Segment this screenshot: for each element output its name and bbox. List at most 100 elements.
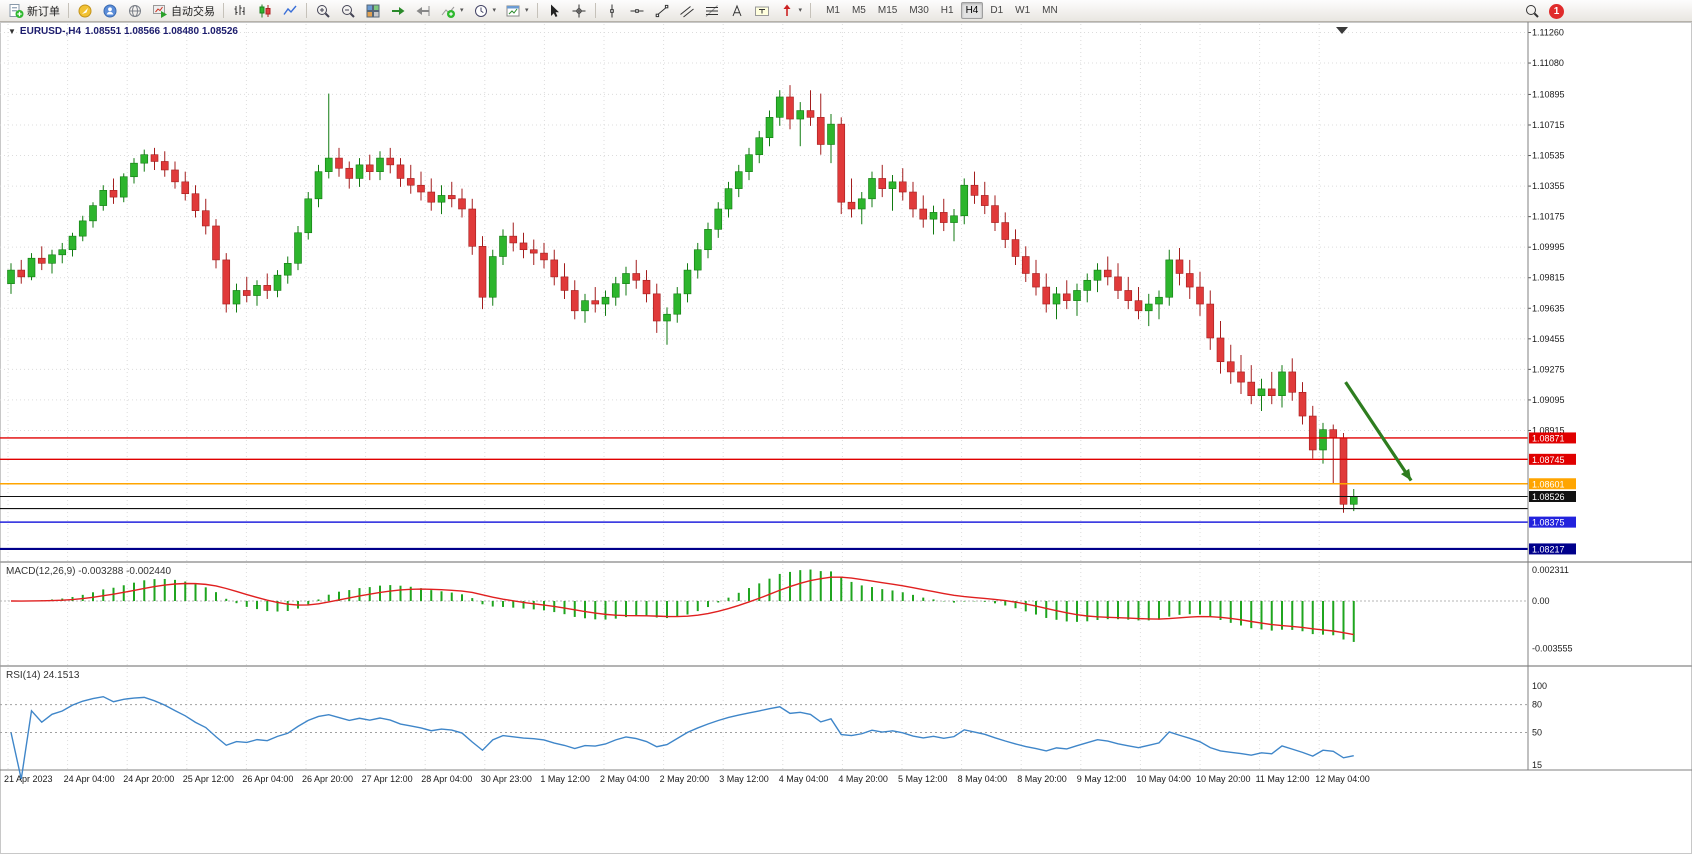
chart-shift-marker[interactable] bbox=[1336, 27, 1348, 34]
price-tag-label: 1.08217 bbox=[1532, 544, 1565, 554]
candle-body bbox=[960, 184, 969, 217]
templates-button[interactable]: ▾ bbox=[501, 1, 533, 21]
candle-body bbox=[181, 181, 190, 195]
timeframe-button-m5[interactable]: M5 bbox=[851, 5, 866, 16]
auto-scroll-icon bbox=[392, 6, 405, 15]
candle-body bbox=[1165, 259, 1174, 298]
indicators-button[interactable]: ▾ bbox=[436, 1, 468, 21]
price-axis-label: 1.09455 bbox=[1532, 334, 1565, 344]
chart-ohlc-values: 1.08551 1.08566 1.08480 1.08526 bbox=[85, 26, 238, 37]
auto-scroll-button[interactable] bbox=[386, 1, 410, 21]
candle-body bbox=[816, 117, 825, 145]
price-axis-label: 1.10175 bbox=[1532, 212, 1565, 222]
timeframe-button-m15[interactable]: M15 bbox=[877, 5, 898, 16]
candle-body bbox=[540, 252, 548, 261]
price-axis-label: 1.09815 bbox=[1532, 273, 1565, 283]
candle-body bbox=[1134, 300, 1143, 312]
search-icon[interactable] bbox=[1524, 3, 1540, 19]
candle-body bbox=[1073, 290, 1081, 301]
timeframe-button-mn[interactable]: MN bbox=[1042, 5, 1058, 16]
text-label-icon bbox=[754, 6, 769, 16]
candle-body bbox=[939, 212, 948, 223]
zoom-in-icon bbox=[317, 4, 330, 18]
candle-body bbox=[796, 110, 805, 120]
market-button[interactable] bbox=[98, 1, 122, 21]
time-axis-label: 25 Apr 12:00 bbox=[183, 774, 234, 784]
time-axis-label: 2 May 20:00 bbox=[660, 774, 710, 784]
one-click-trading-toggle[interactable]: ▼ bbox=[8, 27, 16, 36]
timeframe-button-d1[interactable]: D1 bbox=[990, 5, 1004, 16]
trend-arrow-line[interactable] bbox=[1344, 381, 1413, 482]
rsi-axis-label: 50 bbox=[1532, 728, 1542, 738]
metaeditor-button[interactable] bbox=[73, 1, 97, 21]
price-axis-label: 1.08915 bbox=[1532, 425, 1565, 435]
candle-body bbox=[652, 293, 661, 322]
timeframe-button-h4[interactable]: H4 bbox=[960, 2, 984, 19]
timeframe-button-w1[interactable]: W1 bbox=[1015, 5, 1031, 16]
candle-body bbox=[1319, 429, 1327, 451]
periods-button[interactable]: ▾ bbox=[469, 1, 501, 21]
zoom-in-button[interactable] bbox=[311, 1, 335, 21]
chart-canvas[interactable]: 21 Apr 2023 24 Apr 04:00 24 Apr 20:00 25 Ap… bbox=[0, 22, 1692, 854]
new-order-button[interactable]: 新订单 bbox=[4, 1, 64, 21]
candle-body bbox=[478, 246, 487, 298]
crosshair-button[interactable] bbox=[567, 1, 591, 21]
candle-body bbox=[1021, 256, 1030, 274]
text-label-tool-button[interactable] bbox=[750, 1, 774, 21]
candle-body bbox=[1267, 388, 1276, 396]
cursor-button[interactable] bbox=[542, 1, 566, 21]
timeframe-button-m1[interactable]: M1 bbox=[826, 5, 840, 16]
globe-icon bbox=[129, 4, 141, 17]
zoom-out-button[interactable] bbox=[336, 1, 360, 21]
tile-windows-button[interactable] bbox=[361, 1, 385, 21]
history-center-button[interactable] bbox=[123, 1, 147, 21]
candlestick-chart-button[interactable] bbox=[253, 1, 277, 21]
arrows-tool-button[interactable]: ▾ bbox=[775, 1, 807, 21]
candle-body bbox=[499, 235, 507, 257]
candle-body bbox=[447, 195, 456, 200]
candle-body bbox=[1339, 437, 1348, 505]
text-tool-button[interactable] bbox=[725, 1, 749, 21]
line-chart-button[interactable] bbox=[278, 1, 302, 21]
vertical-line-tool-button[interactable] bbox=[600, 1, 624, 21]
equidistant-channel-tool-button[interactable] bbox=[675, 1, 699, 21]
candle-body bbox=[1196, 286, 1204, 305]
time-axis-label: 21 Apr 2023 bbox=[4, 774, 53, 784]
dropdown-caret-icon: ▾ bbox=[525, 7, 529, 14]
candle-body bbox=[160, 161, 169, 171]
candle-body bbox=[355, 164, 364, 179]
time-axis-label: 28 Apr 04:00 bbox=[421, 774, 472, 784]
candlestick-icon bbox=[259, 4, 271, 17]
price-axis-label: 1.10535 bbox=[1532, 151, 1565, 161]
auto-trading-button[interactable]: 自动交易 bbox=[148, 1, 219, 21]
candle-body bbox=[304, 198, 313, 234]
time-axis-label: 26 Apr 20:00 bbox=[302, 774, 353, 784]
toolbar-separator bbox=[223, 3, 224, 18]
candle-body bbox=[837, 123, 846, 203]
candle-body bbox=[1175, 259, 1184, 274]
fibonacci-tool-button[interactable] bbox=[700, 1, 724, 21]
chart-symbol-period: EURUSD-,H4 bbox=[19, 26, 82, 37]
candle-body bbox=[509, 235, 518, 244]
notification-badge[interactable]: 1 bbox=[1549, 3, 1564, 19]
candle-body bbox=[468, 208, 477, 247]
price-tag-label: 1.08526 bbox=[1532, 492, 1565, 502]
candle-body bbox=[365, 164, 374, 172]
candle-body bbox=[950, 215, 958, 223]
timeframe-button-h1[interactable]: H1 bbox=[940, 5, 954, 16]
candle-body bbox=[140, 154, 149, 164]
candle-body bbox=[171, 169, 179, 183]
bar-chart-button[interactable] bbox=[228, 1, 252, 21]
timeframe-button-m30[interactable]: M30 bbox=[909, 5, 929, 16]
time-axis-label: 4 May 04:00 bbox=[779, 774, 829, 784]
trendline-tool-button[interactable] bbox=[650, 1, 674, 21]
fibonacci-icon bbox=[705, 4, 718, 17]
candle-body bbox=[314, 171, 323, 200]
candle-body bbox=[909, 191, 917, 210]
new-order-icon bbox=[9, 3, 24, 18]
chart-shift-button[interactable] bbox=[411, 1, 435, 21]
candle-body bbox=[827, 123, 835, 145]
horizontal-line-tool-button[interactable] bbox=[625, 1, 649, 21]
dropdown-caret-icon: ▾ bbox=[798, 7, 803, 14]
time-axis-label: 8 May 20:00 bbox=[1017, 774, 1067, 784]
